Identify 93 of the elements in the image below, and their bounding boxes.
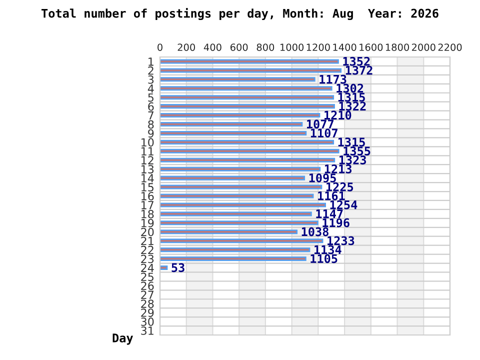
bar <box>160 86 332 91</box>
data-label: 1233 <box>328 236 354 246</box>
y-tick-label: 2 <box>148 66 154 75</box>
y-tick-label: 24 <box>141 264 154 272</box>
data-label: 53 <box>172 263 184 272</box>
y-tick-label: 13 <box>142 165 154 174</box>
y-tick-label: 8 <box>148 120 154 129</box>
y-tick-label: 1 <box>148 58 154 66</box>
data-label: 1254 <box>330 200 358 210</box>
y-tick-label: 27 <box>141 290 154 299</box>
y-tick-label: 16 <box>142 192 154 200</box>
y-tick-label: 5 <box>148 93 154 102</box>
bar <box>160 113 320 118</box>
y-tick-label: 22 <box>141 246 154 254</box>
bar <box>160 212 312 216</box>
bar <box>160 176 306 180</box>
y-tick-label: 18 <box>142 210 154 218</box>
data-label: 1225 <box>326 182 354 192</box>
y-tick-label: 3 <box>148 75 154 84</box>
x-tick-label: 2200 <box>438 44 462 51</box>
bar <box>160 248 310 252</box>
x-tick-label: 1000 <box>280 44 304 51</box>
bar <box>160 148 340 154</box>
bar <box>160 104 335 109</box>
bar <box>160 166 321 172</box>
x-tick-label: 1800 <box>386 44 409 51</box>
x-tick-label: 600 <box>230 44 248 51</box>
y-axis-title: Day <box>112 334 133 345</box>
data-label: 1210 <box>324 110 352 120</box>
y-tick-label: 20 <box>141 228 154 236</box>
x-tick-label: 1200 <box>306 44 330 51</box>
y-tick-label: 26 <box>141 282 154 290</box>
bar <box>160 230 298 234</box>
chart-title: Total number of postings per day, Month: Aug Year: 2026 <box>42 8 438 20</box>
data-label: 1077 <box>307 120 334 129</box>
x-tick-label: 1400 <box>333 44 356 51</box>
y-tick-label: 9 <box>148 129 154 138</box>
y-tick-label: 29 <box>141 308 154 317</box>
y-tick-label: 25 <box>141 272 154 282</box>
bar <box>160 158 336 162</box>
data-label: 1355 <box>344 146 370 156</box>
x-tick-label: 2000 <box>412 44 436 51</box>
bar <box>160 77 316 82</box>
data-label: 1134 <box>314 245 342 254</box>
y-tick-label: 4 <box>148 84 154 93</box>
data-label: 1302 <box>336 84 364 93</box>
y-tick-label: 17 <box>142 201 154 210</box>
data-label: 1323 <box>339 156 366 164</box>
bar <box>160 59 339 64</box>
y-tick-label: 30 <box>141 318 154 326</box>
bar <box>160 130 307 136</box>
bar <box>160 194 314 198</box>
bar <box>160 238 324 244</box>
data-label: 1107 <box>310 128 338 138</box>
y-tick-label: 21 <box>141 236 154 246</box>
data-label: 1105 <box>310 254 338 264</box>
data-label: 1038 <box>302 227 328 236</box>
y-tick-label: 19 <box>142 218 154 228</box>
x-tick-label: 0 <box>158 44 162 51</box>
bar <box>160 202 326 208</box>
y-tick-label: 7 <box>148 111 154 120</box>
y-tick-label: 15 <box>142 183 154 192</box>
y-tick-label: 28 <box>141 300 154 308</box>
bar <box>160 256 306 262</box>
data-label: 1161 <box>318 191 345 200</box>
y-tick-label: 31 <box>141 326 154 335</box>
data-label: 1352 <box>343 56 370 66</box>
bar <box>160 220 318 226</box>
y-tick-label: 12 <box>142 156 154 164</box>
data-label: 1315 <box>338 92 365 102</box>
y-tick-label: 10 <box>142 138 154 147</box>
data-label: 1196 <box>322 218 350 228</box>
bar <box>160 184 322 190</box>
y-tick-label: 23 <box>141 254 154 264</box>
y-tick-label: 14 <box>142 174 154 182</box>
data-label: 1095 <box>309 173 336 182</box>
data-label: 1372 <box>346 66 372 75</box>
data-label: 1322 <box>339 102 366 111</box>
y-tick-label: 6 <box>148 102 154 111</box>
bar <box>160 95 334 100</box>
bar <box>160 140 334 144</box>
data-label: 1315 <box>338 138 365 147</box>
y-tick-label: 11 <box>142 147 154 156</box>
x-tick-label: 1600 <box>360 44 383 51</box>
bar <box>160 68 342 73</box>
x-tick-label: 800 <box>256 44 274 51</box>
bar <box>160 265 168 270</box>
bar <box>160 122 303 127</box>
data-label: 1173 <box>320 74 346 84</box>
x-tick-label: 200 <box>178 44 195 51</box>
data-label: 1147 <box>316 209 343 218</box>
x-tick-label: 400 <box>204 44 222 51</box>
data-label: 1213 <box>324 164 352 174</box>
